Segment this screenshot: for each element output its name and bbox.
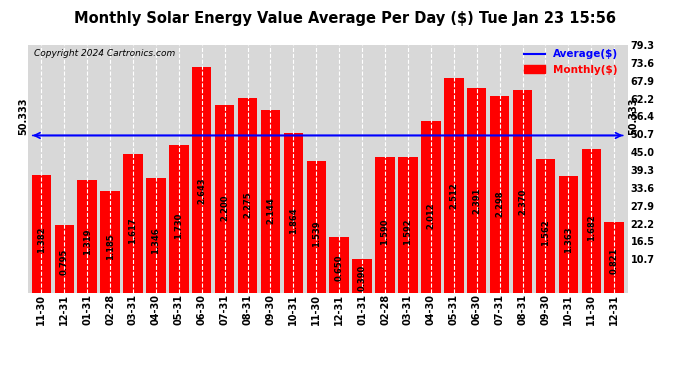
Text: 1.864: 1.864 (289, 208, 298, 234)
Bar (169, 145, 188, 292)
Bar (398, 157, 417, 292)
Text: 1.363: 1.363 (564, 227, 573, 254)
Text: 1.590: 1.590 (380, 218, 390, 244)
Text: 2.391: 2.391 (472, 188, 481, 214)
Text: 0.390: 0.390 (357, 264, 366, 291)
Bar (77, 180, 97, 292)
Bar (582, 149, 601, 292)
Bar (329, 237, 349, 292)
Text: 0.795: 0.795 (60, 249, 69, 275)
Text: 1.319: 1.319 (83, 229, 92, 255)
Text: 1.617: 1.617 (128, 217, 137, 244)
Bar (353, 259, 372, 292)
Bar (467, 88, 486, 292)
Text: 0.650: 0.650 (335, 254, 344, 281)
Text: 2.144: 2.144 (266, 197, 275, 223)
Bar (32, 174, 51, 292)
Bar (490, 96, 509, 292)
Bar (559, 176, 578, 292)
Text: 1.682: 1.682 (586, 214, 595, 241)
Bar (375, 157, 395, 292)
Bar (215, 105, 235, 292)
Text: 1.382: 1.382 (37, 226, 46, 253)
Legend: Average($), Monthly($): Average($), Monthly($) (520, 45, 622, 79)
Bar (306, 161, 326, 292)
Text: 50.333: 50.333 (18, 97, 28, 135)
Bar (192, 67, 211, 292)
Text: 2.275: 2.275 (243, 192, 252, 219)
Bar (55, 225, 74, 292)
Text: Monthly Solar Energy Value Average Per Day ($) Tue Jan 23 15:56: Monthly Solar Energy Value Average Per D… (74, 11, 616, 26)
Bar (124, 154, 143, 292)
Text: 2.200: 2.200 (220, 195, 229, 221)
Bar (238, 98, 257, 292)
Text: 1.592: 1.592 (404, 218, 413, 244)
Text: Copyright 2024 Cartronics.com: Copyright 2024 Cartronics.com (34, 49, 175, 58)
Bar (146, 178, 166, 292)
Text: 2.512: 2.512 (449, 183, 458, 209)
Text: 1.730: 1.730 (175, 213, 184, 239)
Text: 2.643: 2.643 (197, 178, 206, 204)
Text: 50.333: 50.333 (629, 97, 639, 135)
Text: 2.370: 2.370 (518, 188, 527, 214)
Bar (421, 121, 441, 292)
Bar (284, 134, 303, 292)
Text: 1.539: 1.539 (312, 220, 321, 247)
Text: 1.346: 1.346 (151, 228, 160, 254)
Text: 0.821: 0.821 (610, 248, 619, 274)
Bar (604, 222, 624, 292)
Text: 1.185: 1.185 (106, 234, 115, 260)
Text: 1.562: 1.562 (541, 219, 550, 246)
Bar (100, 191, 120, 292)
Bar (261, 110, 280, 292)
Text: 2.298: 2.298 (495, 191, 504, 217)
Text: 2.012: 2.012 (426, 202, 435, 228)
Bar (513, 90, 532, 292)
Bar (444, 78, 464, 292)
Bar (535, 159, 555, 292)
